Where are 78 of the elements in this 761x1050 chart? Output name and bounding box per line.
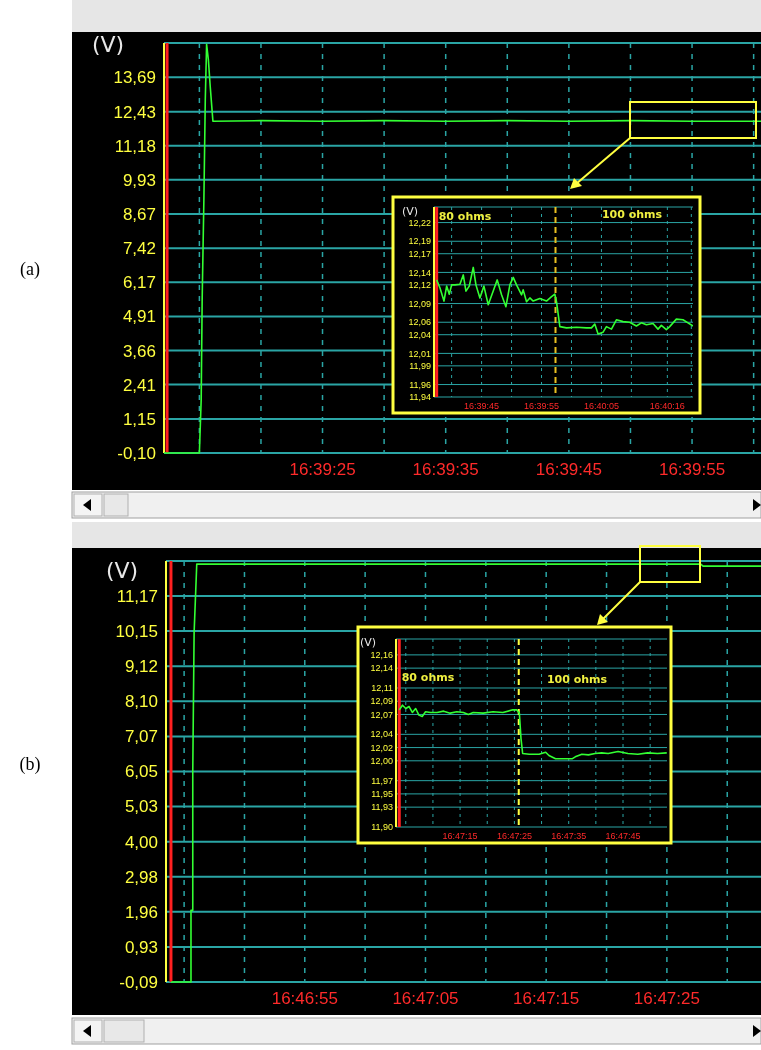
y-tick-label: 12,02 bbox=[370, 742, 393, 753]
annotation: 80 ohms bbox=[438, 209, 492, 223]
y-tick-label: 13,69 bbox=[113, 68, 156, 88]
y-tick-label: 3,66 bbox=[122, 341, 156, 361]
y-tick-label: -0,10 bbox=[117, 443, 156, 463]
x-tick-label: 16:39:35 bbox=[412, 460, 479, 479]
x-tick-label: 16:39:55 bbox=[658, 460, 726, 479]
y-tick-label: 6,17 bbox=[122, 273, 156, 293]
x-tick-label: 16:47:15 bbox=[442, 831, 478, 841]
y-tick-label: -0,09 bbox=[119, 972, 158, 992]
x-tick-label: 16:40:16 bbox=[649, 401, 685, 411]
y-tick-label: 12,16 bbox=[370, 650, 393, 661]
y-tick-label: 8,67 bbox=[122, 205, 156, 225]
x-tick-label: 16:47:15 bbox=[513, 989, 580, 1008]
y-axis-title: (V) bbox=[359, 636, 377, 649]
x-tick-label: 16:46:55 bbox=[271, 989, 338, 1008]
y-tick-label: 12,22 bbox=[408, 217, 431, 228]
annotation: 100 ohms bbox=[546, 672, 608, 686]
y-tick-label: 12,09 bbox=[408, 298, 431, 309]
y-axis-title: (V) bbox=[91, 32, 125, 57]
y-tick-label: 12,04 bbox=[370, 729, 393, 740]
y-tick-label: 11,97 bbox=[371, 775, 393, 786]
line-series bbox=[398, 704, 667, 760]
y-tick-label: 12,43 bbox=[113, 102, 156, 122]
y-tick-label: 8,10 bbox=[124, 692, 158, 712]
y-tick-label: 12,19 bbox=[408, 236, 431, 247]
x-tick-label: 16:47:25 bbox=[496, 831, 532, 841]
y-tick-label: 12,14 bbox=[370, 663, 393, 674]
y-tick-label: 12,17 bbox=[408, 248, 431, 259]
y-tick-label: 11,17 bbox=[116, 586, 158, 606]
y-tick-label: 4,00 bbox=[124, 832, 158, 852]
y-tick-label: 12,06 bbox=[408, 317, 431, 328]
x-tick-label: 16:39:45 bbox=[464, 401, 500, 411]
y-tick-label: 12,11 bbox=[371, 683, 393, 694]
y-tick-label: 11,96 bbox=[409, 379, 431, 390]
y-tick-label: 12,01 bbox=[408, 348, 431, 359]
x-tick-label: 16:47:35 bbox=[551, 831, 587, 841]
y-tick-label: 9,12 bbox=[124, 657, 158, 677]
y-tick-label: 2,41 bbox=[122, 375, 156, 395]
y-tick-label: 1,15 bbox=[122, 409, 156, 429]
y-tick-label: 4,91 bbox=[122, 307, 156, 327]
y-tick-label: 12,00 bbox=[370, 755, 393, 766]
y-tick-label: 2,98 bbox=[124, 867, 158, 887]
y-tick-label: 9,93 bbox=[122, 170, 156, 190]
x-tick-label: 16:39:55 bbox=[523, 401, 560, 411]
y-tick-label: 12,07 bbox=[370, 709, 393, 720]
x-tick-label: 16:39:25 bbox=[289, 460, 356, 479]
y-tick-label: 12,12 bbox=[408, 280, 431, 291]
annotation: 80 ohms bbox=[401, 670, 455, 684]
y-tick-label: 11,94 bbox=[409, 392, 431, 403]
y-tick-label: 12,09 bbox=[370, 696, 393, 707]
y-axis-title: (V) bbox=[401, 205, 419, 218]
annotation: 100 ohms bbox=[601, 207, 663, 221]
y-tick-label: 12,04 bbox=[408, 329, 431, 340]
x-tick-label: 16:40:05 bbox=[583, 401, 619, 411]
y-tick-label: 7,42 bbox=[122, 239, 156, 259]
x-tick-label: 16:47:45 bbox=[605, 831, 641, 841]
y-tick-label: 6,05 bbox=[124, 762, 158, 782]
y-tick-label: 1,96 bbox=[124, 902, 158, 922]
x-tick-label: 16:39:45 bbox=[535, 460, 602, 479]
y-tick-label: 11,93 bbox=[371, 802, 393, 813]
x-tick-label: 16:47:05 bbox=[392, 989, 459, 1008]
y-tick-label: 11,95 bbox=[371, 789, 393, 800]
line-series bbox=[435, 266, 693, 335]
y-tick-label: 0,93 bbox=[124, 937, 158, 957]
y-tick-label: 11,99 bbox=[409, 361, 431, 371]
y-axis-title: (V) bbox=[105, 558, 139, 583]
y-tick-label: 11,18 bbox=[114, 136, 156, 156]
line-series bbox=[170, 563, 761, 983]
x-tick-label: 16:47:25 bbox=[633, 989, 700, 1008]
y-tick-label: 5,03 bbox=[124, 797, 158, 817]
y-tick-label: 10,15 bbox=[115, 621, 158, 641]
text: (b) bbox=[19, 754, 41, 775]
y-tick-label: 11,90 bbox=[371, 822, 393, 833]
text: (a) bbox=[20, 259, 40, 280]
line-series bbox=[164, 43, 761, 454]
y-tick-label: 7,07 bbox=[124, 727, 158, 747]
y-tick-label: 12,14 bbox=[408, 267, 431, 278]
